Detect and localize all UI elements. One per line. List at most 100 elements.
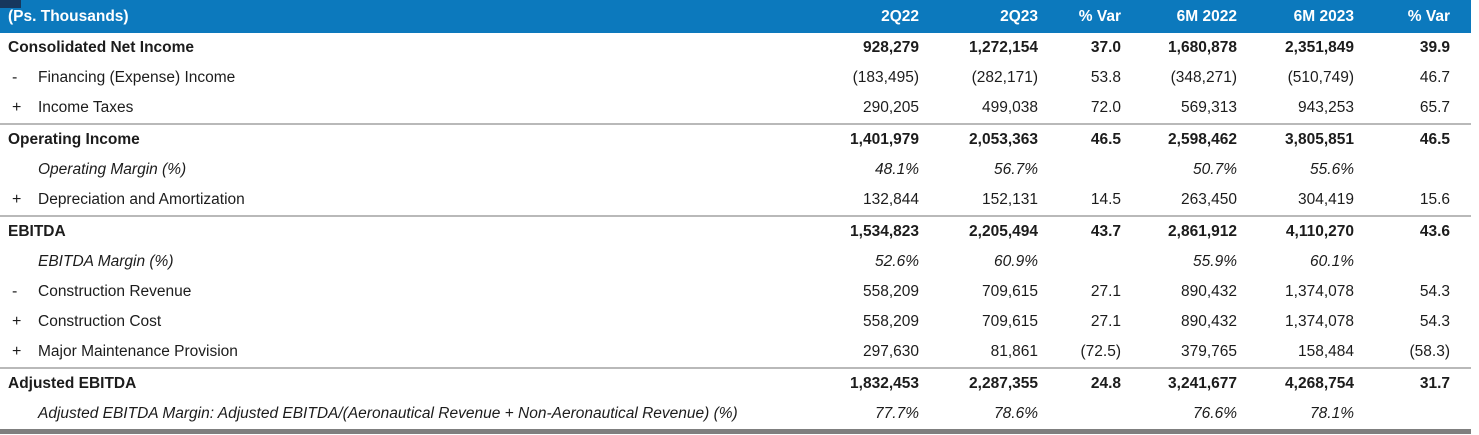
table-row: + Major Maintenance Provision 297,630 81… <box>0 337 1471 369</box>
cell-2q22: 52.6% <box>875 253 919 270</box>
cell-2q22: 132,844 <box>862 191 919 208</box>
row-label: Adjusted EBITDA <box>8 375 137 392</box>
cell-6m2022: 3,241,677 <box>1168 375 1237 392</box>
cell-6m2023: (510,749) <box>1287 69 1354 86</box>
cell-var-6m: 54.3 <box>1419 313 1450 330</box>
cell-2q23: 152,131 <box>981 191 1038 208</box>
column-header-6m2023: 6M 2023 <box>1293 7 1354 25</box>
table-row: + Construction Cost 558,209 709,615 27.1… <box>0 307 1471 337</box>
cell-6m2022: 263,450 <box>1180 191 1237 208</box>
cell-6m2022: (348,271) <box>1170 69 1237 86</box>
row-label: Financing (Expense) Income <box>38 69 236 86</box>
row-label: Construction Cost <box>38 313 162 330</box>
row-operator-sign: + <box>12 343 22 360</box>
table-row: Consolidated Net Income 928,279 1,272,15… <box>0 33 1471 63</box>
cell-2q23: 709,615 <box>981 313 1038 330</box>
row-label: Operating Income <box>8 131 140 148</box>
cell-var-6m: 54.3 <box>1419 283 1450 300</box>
cell-6m2023: 1,374,078 <box>1285 283 1354 300</box>
cell-var-6m: (58.3) <box>1409 343 1451 360</box>
cell-6m2023: 2,351,849 <box>1285 39 1354 56</box>
cell-var-quarter: 14.5 <box>1090 191 1121 208</box>
table-row: + Income Taxes 290,205 499,038 72.0 569,… <box>0 93 1471 125</box>
table-row: Operating Income 1,401,979 2,053,363 46.… <box>0 125 1471 155</box>
cell-2q22: 297,630 <box>862 343 919 360</box>
cell-var-quarter: 24.8 <box>1090 375 1121 392</box>
cell-6m2022: 890,432 <box>1180 283 1237 300</box>
row-label: Consolidated Net Income <box>8 39 195 56</box>
table-row: Operating Margin (%) 48.1% 56.7% 50.7% 5… <box>0 155 1471 185</box>
row-operator-sign: + <box>12 313 22 330</box>
cell-2q23: 2,287,355 <box>969 375 1038 392</box>
corner-accent <box>0 0 21 8</box>
cell-6m2022: 55.9% <box>1193 253 1237 270</box>
cell-6m2022: 2,598,462 <box>1168 131 1237 148</box>
cell-2q23: 1,272,154 <box>969 39 1038 56</box>
cell-var-6m: 46.7 <box>1419 69 1450 86</box>
cell-6m2023: 158,484 <box>1297 343 1354 360</box>
cell-6m2023: 4,268,754 <box>1285 375 1354 392</box>
cell-6m2023: 60.1% <box>1310 253 1354 270</box>
cell-6m2022: 2,861,912 <box>1168 223 1237 240</box>
cell-6m2022: 379,765 <box>1180 343 1237 360</box>
cell-6m2023: 3,805,851 <box>1285 131 1354 148</box>
row-label: Major Maintenance Provision <box>38 343 238 360</box>
cell-2q23: (282,171) <box>971 69 1038 86</box>
cell-2q23: 709,615 <box>981 283 1038 300</box>
table-row: + Depreciation and Amortization 132,844 … <box>0 185 1471 217</box>
cell-2q22: 1,534,823 <box>850 223 919 240</box>
row-operator-sign: - <box>12 283 18 300</box>
cell-var-6m: 31.7 <box>1419 375 1450 392</box>
row-operator-sign: + <box>12 99 22 116</box>
cell-6m2023: 304,419 <box>1297 191 1354 208</box>
table-row: - Construction Revenue 558,209 709,615 2… <box>0 277 1471 307</box>
row-label: Construction Revenue <box>38 283 192 300</box>
cell-2q23: 78.6% <box>994 405 1038 422</box>
cell-6m2023: 55.6% <box>1310 161 1354 178</box>
cell-6m2023: 943,253 <box>1297 99 1354 116</box>
column-header-2q23: 2Q23 <box>1000 7 1038 25</box>
cell-6m2022: 890,432 <box>1180 313 1237 330</box>
cell-6m2022: 50.7% <box>1193 161 1237 178</box>
table-body: Consolidated Net Income 928,279 1,272,15… <box>0 33 1471 429</box>
cell-2q23: 60.9% <box>994 253 1038 270</box>
row-operator-sign: - <box>12 69 18 86</box>
cell-2q22: 1,401,979 <box>850 131 919 148</box>
cell-2q23: 2,053,363 <box>969 131 1038 148</box>
row-operator-sign: + <box>12 191 22 208</box>
cell-2q22: 77.7% <box>875 405 919 422</box>
row-label: Adjusted EBITDA Margin: Adjusted EBITDA/… <box>38 405 738 422</box>
cell-var-quarter: 43.7 <box>1090 223 1121 240</box>
cell-var-6m: 15.6 <box>1419 191 1450 208</box>
row-label: Operating Margin (%) <box>38 161 187 178</box>
cell-2q22: 558,209 <box>862 283 919 300</box>
cell-6m2022: 1,680,878 <box>1168 39 1237 56</box>
cell-var-quarter: 37.0 <box>1090 39 1121 56</box>
cell-var-quarter: (72.5) <box>1080 343 1122 360</box>
unit-label: (Ps. Thousands) <box>8 7 129 25</box>
cell-2q23: 56.7% <box>994 161 1038 178</box>
table-row: - Financing (Expense) Income (183,495) (… <box>0 63 1471 93</box>
table-row: Adjusted EBITDA 1,832,453 2,287,355 24.8… <box>0 369 1471 399</box>
column-header-var-quarter: % Var <box>1078 7 1121 25</box>
cell-var-quarter: 46.5 <box>1090 131 1121 148</box>
cell-var-6m: 65.7 <box>1419 99 1450 116</box>
cell-6m2023: 1,374,078 <box>1285 313 1354 330</box>
cell-2q22: 290,205 <box>862 99 919 116</box>
cell-2q22: 48.1% <box>875 161 919 178</box>
cell-2q22: 928,279 <box>862 39 919 56</box>
cell-var-quarter: 27.1 <box>1090 283 1121 300</box>
column-header-var-6m: % Var <box>1407 7 1450 25</box>
cell-var-6m: 46.5 <box>1419 131 1450 148</box>
cell-2q23: 499,038 <box>981 99 1038 116</box>
cell-var-6m: 39.9 <box>1419 39 1450 56</box>
column-header-2q22: 2Q22 <box>881 7 919 25</box>
table-row: EBITDA Margin (%) 52.6% 60.9% 55.9% 60.1… <box>0 247 1471 277</box>
row-label: Income Taxes <box>38 99 134 116</box>
cell-var-6m: 43.6 <box>1419 223 1450 240</box>
cell-6m2022: 76.6% <box>1193 405 1237 422</box>
cell-2q22: 1,832,453 <box>850 375 919 392</box>
table-row: EBITDA 1,534,823 2,205,494 43.7 2,861,91… <box>0 217 1471 247</box>
